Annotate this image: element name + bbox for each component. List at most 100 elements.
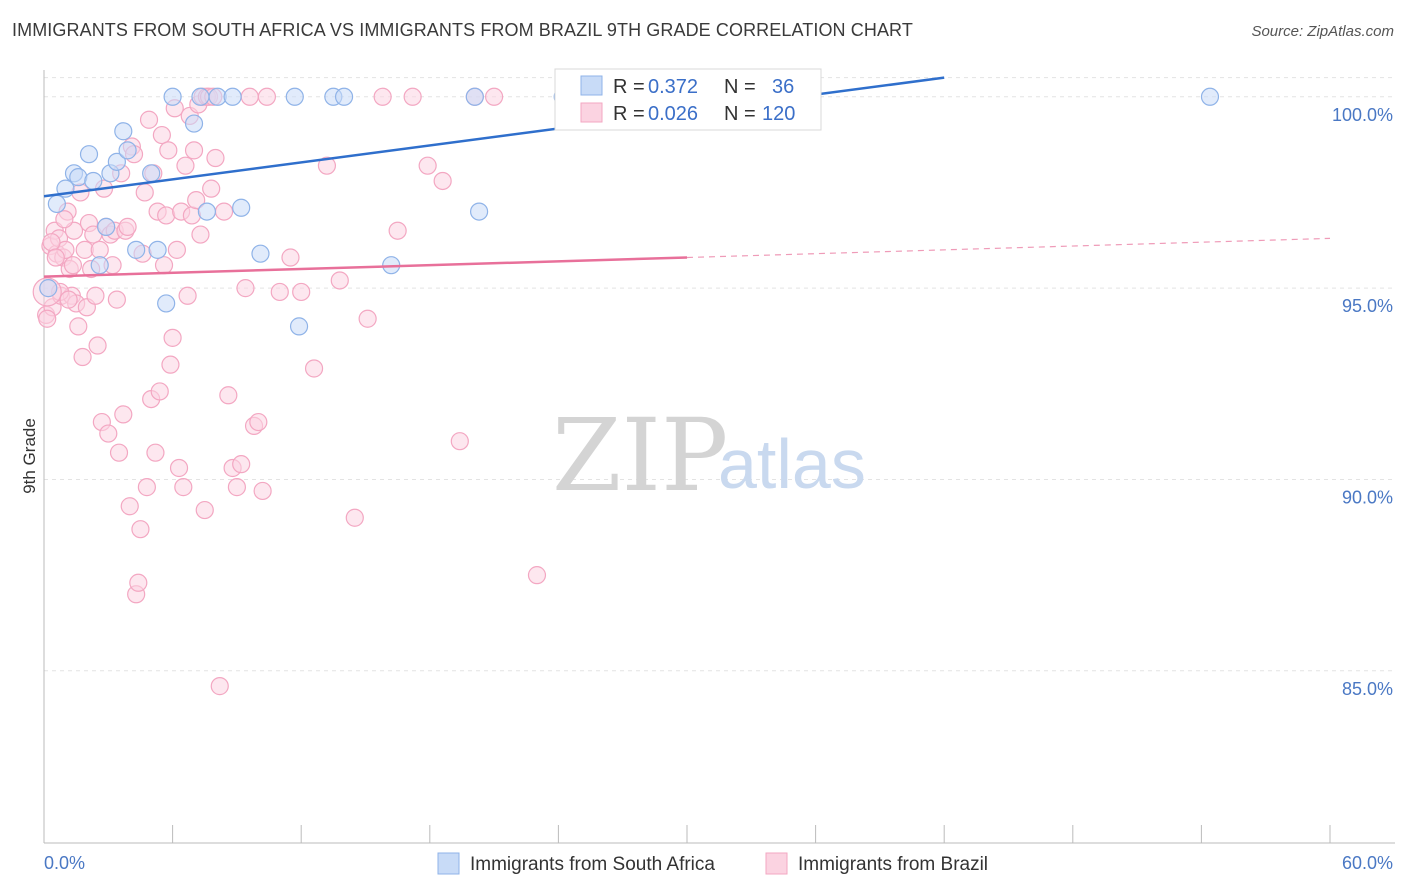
data-point	[109, 443, 129, 462]
legend-n-value-1: 36	[772, 76, 794, 98]
data-point	[69, 317, 88, 336]
y-axis-label: 9th Grade	[20, 418, 39, 494]
data-point	[131, 520, 150, 539]
y-tick-label: 100.0%	[1332, 105, 1393, 125]
y-tick-labels: 85.0% 90.0% 95.0% 100.0%	[1332, 105, 1393, 699]
data-point	[152, 125, 171, 145]
x-tick-label-max: 60.0%	[1342, 853, 1393, 873]
data-point	[433, 171, 452, 191]
data-point	[107, 290, 126, 309]
data-point	[99, 424, 118, 443]
data-point	[63, 256, 83, 275]
data-point	[289, 317, 309, 336]
data-point	[42, 233, 61, 252]
data-point	[84, 171, 103, 191]
bottom-legend-swatch-brazil	[765, 852, 788, 875]
data-point	[240, 87, 259, 106]
data-point	[97, 217, 116, 236]
y-tick-label: 90.0%	[1342, 487, 1393, 507]
data-point	[69, 168, 88, 187]
data-point	[150, 382, 169, 401]
legend-n-label-1: N =	[724, 76, 756, 98]
y-tick-label: 85.0%	[1342, 679, 1393, 699]
data-point	[182, 206, 201, 225]
data-point	[184, 114, 204, 133]
data-point	[191, 87, 210, 106]
bottom-legend: Immigrants from South Africa Immigrants …	[437, 852, 988, 875]
data-point	[178, 286, 197, 305]
data-point	[59, 290, 78, 309]
data-point	[86, 286, 105, 305]
data-point	[157, 206, 176, 225]
data-point	[114, 122, 133, 141]
bottom-legend-label-south-africa: Immigrants from South Africa	[470, 854, 715, 875]
data-point	[142, 164, 161, 183]
legend-n-label-2: N =	[724, 103, 756, 125]
data-point	[210, 677, 229, 696]
data-point	[46, 248, 65, 267]
data-point	[253, 481, 272, 501]
data-point	[388, 221, 407, 240]
data-point	[135, 183, 154, 202]
axes	[43, 70, 1395, 844]
data-point	[236, 279, 255, 298]
data-point	[88, 336, 107, 355]
data-point	[73, 347, 92, 367]
legend-box: R = 0.372 N = 36 R = 0.026 N = 120	[554, 68, 822, 131]
data-point	[195, 500, 214, 520]
bottom-legend-label-brazil: Immigrants from Brazil	[798, 854, 988, 875]
data-point	[450, 432, 469, 451]
data-point	[281, 248, 300, 267]
data-point	[114, 405, 133, 424]
data-point	[232, 198, 251, 217]
grid-lines	[44, 77, 1395, 672]
x-tick-label-min: 0.0%	[44, 853, 85, 873]
data-point	[169, 458, 189, 478]
data-point	[292, 282, 311, 302]
data-point	[227, 478, 246, 497]
bottom-legend-swatch-south-africa	[437, 852, 460, 875]
data-point	[223, 87, 242, 106]
data-point	[55, 210, 74, 229]
data-point	[79, 145, 99, 164]
data-point	[154, 256, 174, 275]
trend-line-extrapolated	[686, 237, 1331, 259]
data-point	[118, 217, 137, 236]
data-point	[285, 87, 304, 106]
data-point	[127, 240, 146, 259]
data-point	[137, 478, 156, 497]
data-point	[39, 279, 58, 298]
data-point	[161, 355, 180, 374]
data-point	[403, 87, 422, 106]
watermark: ZIP atlas	[552, 397, 866, 514]
data-point	[148, 240, 167, 259]
legend-swatch-brazil	[580, 102, 603, 123]
data-point	[90, 256, 109, 275]
data-point	[317, 156, 337, 175]
chart-title: IMMIGRANTS FROM SOUTH AFRICA VS IMMIGRAN…	[12, 20, 913, 40]
data-point	[358, 309, 377, 328]
data-point	[249, 412, 268, 432]
series-brazil-points	[32, 87, 707, 696]
data-point	[157, 294, 176, 313]
legend-n-value-2: 120	[762, 103, 795, 125]
data-point	[214, 202, 234, 221]
data-point	[251, 244, 270, 263]
x-ticks	[43, 825, 1331, 843]
data-point	[159, 141, 178, 160]
data-point	[120, 497, 139, 516]
legend-r-label-2: R =	[613, 103, 645, 125]
data-point	[1200, 87, 1220, 106]
data-point	[146, 443, 165, 462]
data-point	[176, 156, 195, 175]
legend-r-label-1: R =	[613, 76, 645, 98]
data-point	[167, 240, 186, 259]
watermark-zip: ZIP	[552, 397, 728, 514]
watermark-atlas: atlas	[718, 425, 866, 503]
data-point	[174, 478, 193, 497]
data-point	[38, 309, 57, 328]
data-point	[202, 179, 221, 198]
data-point	[219, 386, 238, 405]
data-point	[129, 573, 148, 592]
data-point	[232, 455, 251, 474]
